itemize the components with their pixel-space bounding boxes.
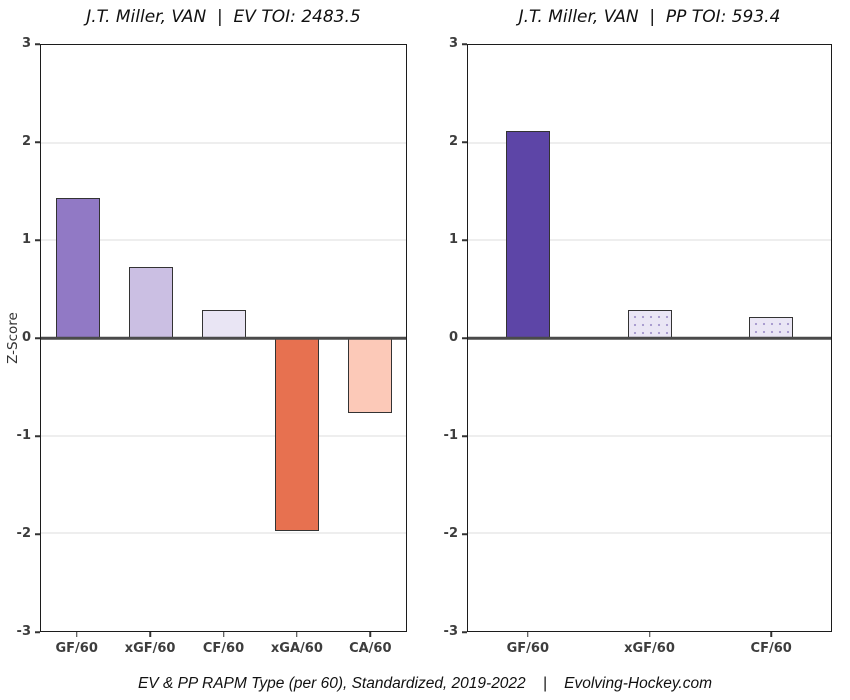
y-tick-mark xyxy=(462,337,467,339)
x-tick-mark xyxy=(770,632,772,637)
figure-caption: EV & PP RAPM Type (per 60), Standardized… xyxy=(137,675,713,692)
x-tick-mark xyxy=(222,632,225,637)
x-tick-label: CA/60 xyxy=(349,641,392,656)
y-tick-mark xyxy=(35,337,40,339)
y-tick-mark xyxy=(462,239,467,241)
x-tick-mark xyxy=(75,632,78,637)
x-tick-label: GF/60 xyxy=(55,641,98,656)
bar-xGF/60 xyxy=(128,266,173,338)
y-tick-label: -2 xyxy=(443,526,458,542)
ev-chart-panel: J.T. Miller, VAN | EV TOI: 2483.5 3 2 1 0 -1… xyxy=(17,7,407,656)
zero-line xyxy=(468,336,831,340)
y-tick-mark xyxy=(462,435,467,437)
y-tick-label: 2 xyxy=(21,134,31,150)
y-tick-mark xyxy=(35,239,40,241)
y-tick-mark xyxy=(462,631,467,633)
y-tick-label: -3 xyxy=(443,624,458,640)
gridline xyxy=(468,142,831,144)
y-axis-title: Z-Score xyxy=(5,312,21,364)
x-tick-label: xGA/60 xyxy=(270,641,323,656)
y-tick-mark xyxy=(462,533,467,535)
y-tick-mark xyxy=(35,43,40,45)
bar-CA/60 xyxy=(347,338,392,414)
bar-CF/60 xyxy=(201,309,246,338)
bar-xGF/60 xyxy=(627,309,672,338)
y-tick-label: 2 xyxy=(448,134,458,150)
y-tick-mark xyxy=(35,435,40,437)
gridline xyxy=(41,435,406,437)
y-tick-mark xyxy=(35,631,40,633)
bar-GF/60 xyxy=(55,198,100,338)
y-tick-label: -3 xyxy=(16,624,31,640)
x-tick-mark xyxy=(527,632,529,637)
zero-line xyxy=(41,336,406,340)
gridline xyxy=(41,142,406,144)
y-tick-label: 3 xyxy=(448,36,458,52)
y-tick-mark xyxy=(462,43,467,45)
y-tick-label: 1 xyxy=(21,232,31,248)
x-tick-label: xGF/60 xyxy=(624,641,675,656)
x-tick-mark xyxy=(369,632,372,637)
pp-chart-title: J.T. Miller, VAN | PP TOI: 593.4 xyxy=(518,7,781,27)
x-tick-label: CF/60 xyxy=(750,641,792,656)
x-tick-label: xGF/60 xyxy=(124,641,176,656)
y-tick-label: -2 xyxy=(16,526,31,542)
gridline xyxy=(468,239,831,241)
pp-plot-area xyxy=(467,44,832,632)
x-tick-label: GF/60 xyxy=(506,641,550,656)
x-tick-label: CF/60 xyxy=(202,641,245,656)
y-tick-label: 3 xyxy=(21,36,31,52)
y-tick-label: 1 xyxy=(448,232,458,248)
y-tick-label: -1 xyxy=(443,428,458,444)
y-tick-label: -1 xyxy=(16,428,31,444)
pp-chart-panel: J.T. Miller, VAN | PP TOI: 593.4 3 2 1 0 -1 -… xyxy=(444,7,832,656)
bar-CF/60 xyxy=(748,316,793,338)
gridline xyxy=(41,532,406,534)
ev-chart-title: J.T. Miller, VAN | EV TOI: 2483.5 xyxy=(86,7,361,27)
ev-plot-area xyxy=(40,44,407,632)
bar-xGA/60 xyxy=(274,338,319,532)
gridline xyxy=(468,435,831,437)
x-tick-mark xyxy=(149,632,151,637)
x-tick-mark xyxy=(648,632,651,637)
y-tick-mark xyxy=(35,141,40,143)
gridline xyxy=(468,532,831,534)
y-tick-mark xyxy=(35,533,40,535)
y-tick-label: 0 xyxy=(448,330,458,346)
bar-GF/60 xyxy=(506,130,551,338)
y-tick-label: 0 xyxy=(21,330,31,346)
y-tick-mark xyxy=(462,141,467,143)
gridline xyxy=(41,239,406,241)
x-tick-mark xyxy=(296,632,298,637)
